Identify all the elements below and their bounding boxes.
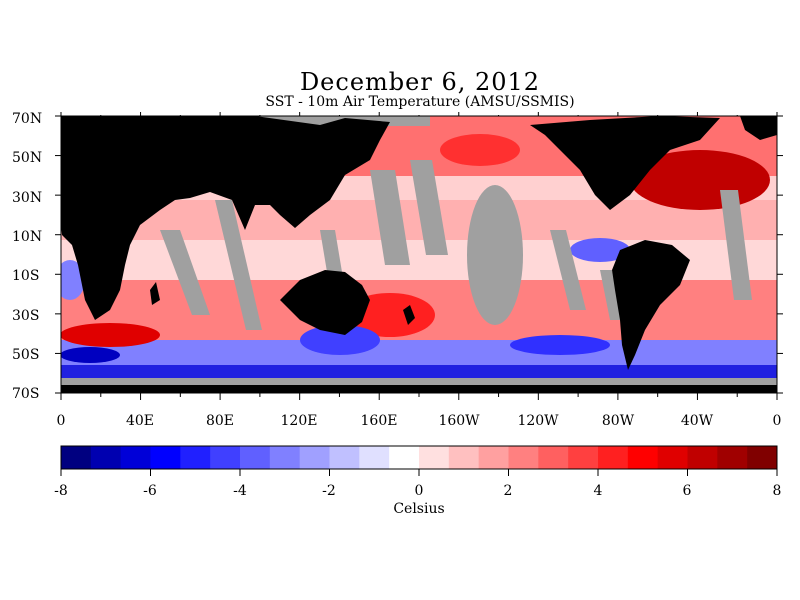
map-axes [55, 112, 783, 400]
lon-label-0-east: 0 [772, 413, 782, 429]
colorbar-tick-label: -6 [143, 483, 157, 499]
colorbar-tick-label: 2 [503, 483, 513, 499]
swath-gap [160, 230, 210, 315]
map-title: December 6, 2012 [299, 68, 541, 96]
color-scale-cell [508, 446, 539, 469]
colorbar-tick-label: 8 [772, 483, 782, 499]
north-america [530, 116, 720, 210]
swath-gap [370, 170, 410, 265]
south-america [612, 240, 690, 370]
land-mask [61, 116, 777, 393]
map-subtitle: SST - 10m Air Temperature (AMSU/SSMIS) [265, 94, 575, 110]
color-scale-cell [538, 446, 569, 469]
lon-label-120w: 120W [517, 413, 559, 429]
swath-gap [720, 190, 752, 300]
color-scale-cell [478, 446, 509, 469]
cold-anomaly-south-indian [300, 325, 380, 355]
swath-gap [215, 200, 262, 330]
color-scale-cell [90, 446, 122, 469]
color-scale-cell [299, 446, 330, 469]
colorbar-tick-label: 6 [682, 483, 692, 499]
lon-label-40e: 40E [125, 413, 155, 429]
lon-label-0: 0 [56, 413, 66, 429]
swath-gap [600, 270, 622, 320]
color-scale-cell [448, 446, 480, 469]
swath-gap [410, 160, 448, 255]
color-scale-cell [359, 446, 390, 469]
color-scale-cell [568, 446, 599, 469]
warm-anomaly-south-atlantic [61, 323, 160, 347]
latitude-ticks [55, 115, 783, 394]
colorbar-tick-label: -2 [322, 483, 336, 499]
colorbar-tick-label: -4 [233, 483, 247, 499]
color-scale-cell [598, 446, 629, 469]
australia [280, 270, 370, 335]
color-scale-cell [269, 446, 301, 469]
color-scale-cells [61, 446, 778, 469]
color-scale-cell [657, 446, 688, 469]
color-scale-ticks [60, 469, 778, 476]
color-scale-cell [419, 446, 450, 469]
lon-label-160w: 160W [438, 413, 480, 429]
color-scale-cell [717, 446, 748, 469]
lon-label-120e: 120E [280, 413, 318, 429]
cold-anomaly-south-pacific [510, 335, 610, 355]
lat-label-30n: 30N [12, 190, 43, 206]
lat-label-50n: 50N [12, 150, 43, 166]
color-scale-cell [687, 446, 718, 469]
madagascar [150, 282, 160, 305]
lon-label-80w: 80W [601, 413, 635, 429]
lon-label-160e: 160E [360, 413, 398, 429]
color-scale-cell [180, 446, 211, 469]
longitude-ticks [60, 112, 778, 400]
lat-label-30s: 30S [12, 308, 40, 324]
lat-label-10s: 10S [12, 268, 40, 284]
color-scale-cell [329, 446, 360, 469]
eurasia-africa-landmass [61, 116, 390, 320]
lat-label-70n: 70N [12, 111, 43, 127]
color-scale-cell [389, 446, 420, 469]
swath-gap [467, 185, 523, 325]
colorbar-unit-label: Celsius [393, 501, 445, 517]
cold-anomaly-benguela [61, 260, 85, 300]
southern-cool-band [61, 340, 777, 365]
greenland [740, 116, 777, 140]
color-scale-cell [150, 446, 181, 469]
new-zealand [403, 305, 415, 325]
lat-label-10n: 10N [12, 229, 43, 245]
swath-gap [550, 230, 586, 310]
warm-anomaly-north-pacific [440, 134, 520, 166]
color-scale-cell [120, 446, 151, 469]
lat-label-70s: 70S [12, 386, 40, 402]
lon-label-40w: 40W [680, 413, 714, 429]
antarctica [61, 385, 777, 393]
color-scale-cell [210, 446, 241, 469]
cold-anomaly-east-pacific [570, 238, 630, 262]
color-scale-cell [747, 446, 778, 469]
colorbar-tick-label: -8 [54, 483, 68, 499]
color-scale-cell [61, 446, 92, 469]
color-scale-cell [627, 446, 659, 469]
lat-label-50s: 50S [12, 347, 40, 363]
lon-label-80e: 80E [205, 413, 235, 429]
cold-anomaly-weddell [61, 347, 120, 363]
colorbar-tick-label: 4 [593, 483, 603, 499]
colorbar-tick-label: 0 [414, 483, 424, 499]
color-scale-cell [240, 446, 271, 469]
